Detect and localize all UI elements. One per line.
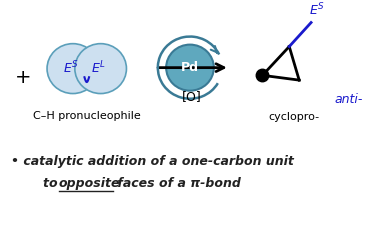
Text: +: + — [15, 68, 32, 87]
Text: [O]: [O] — [182, 90, 202, 103]
Text: to: to — [43, 177, 62, 190]
Text: $\mathit{E}^S$: $\mathit{E}^S$ — [63, 59, 79, 76]
Circle shape — [75, 44, 126, 93]
Text: cyclopro-: cyclopro- — [268, 112, 320, 122]
Text: Pd: Pd — [181, 61, 199, 74]
Text: • catalytic addition of a one-carbon unit: • catalytic addition of a one-carbon uni… — [11, 155, 294, 168]
Circle shape — [47, 44, 99, 93]
Text: faces of a π-bond: faces of a π-bond — [112, 177, 240, 190]
Text: opposite: opposite — [59, 177, 120, 190]
Circle shape — [166, 45, 214, 91]
Text: anti-: anti- — [335, 93, 363, 106]
Text: $\mathit{E}^L$: $\mathit{E}^L$ — [91, 59, 106, 76]
Text: C–H pronucleophile: C–H pronucleophile — [33, 111, 141, 121]
Text: $\mathit{E}^S$: $\mathit{E}^S$ — [309, 2, 325, 18]
